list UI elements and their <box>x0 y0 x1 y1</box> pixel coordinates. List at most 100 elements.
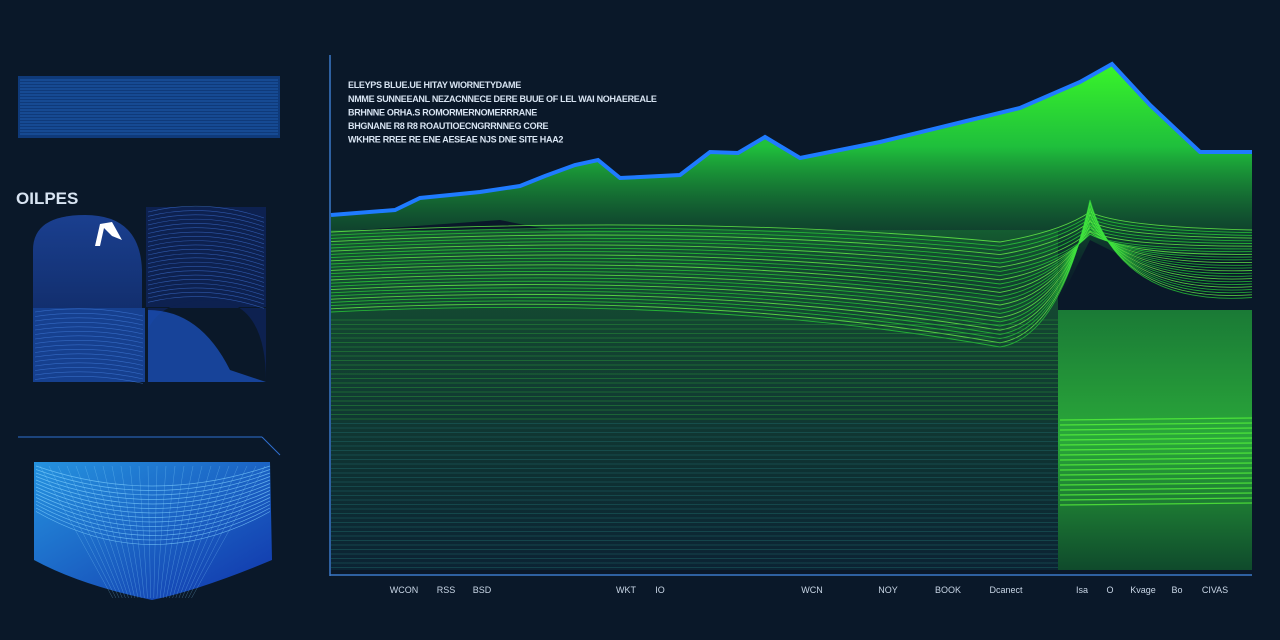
bowl-line <box>35 476 271 500</box>
wave-line <box>34 326 144 335</box>
stream-line <box>1059 492 1253 496</box>
stream-line <box>1059 427 1253 431</box>
wave-line <box>147 287 265 300</box>
wave-line <box>34 313 144 321</box>
area <box>331 64 1252 300</box>
wave-line <box>34 371 144 380</box>
stream-line <box>1059 487 1253 491</box>
bowl-line <box>129 465 145 599</box>
stream-line <box>1059 437 1253 441</box>
stream-line <box>330 229 1253 285</box>
bowl-line <box>166 465 194 599</box>
bowl-line <box>93 465 132 599</box>
stream-line <box>1059 477 1253 481</box>
x-labels: WCON RSS BSD WKT IO WCN NOY BOOK Dcanect Isa O Kvag… <box>390 585 1228 595</box>
bowl-line <box>159 465 176 599</box>
bowl-line <box>181 465 239 599</box>
x-label: RSS <box>437 585 456 595</box>
wave-lines <box>34 205 265 384</box>
bowl-line <box>35 493 271 523</box>
stream-line <box>1059 497 1253 501</box>
stream-line <box>330 214 1253 314</box>
wave-line <box>147 214 265 227</box>
stream-line <box>330 202 1253 340</box>
wave-line <box>34 344 144 353</box>
bowl-line <box>191 465 266 599</box>
wave-line <box>147 218 265 232</box>
sidebar-label: OILPES <box>16 189 78 208</box>
wave-line <box>147 253 265 266</box>
wave-line <box>147 236 265 249</box>
wave-line <box>34 308 144 317</box>
stream-line <box>330 231 1253 281</box>
stream-line <box>330 206 1253 331</box>
x-label: Isa <box>1076 585 1088 595</box>
wave-line <box>147 266 265 279</box>
wave-line <box>34 358 144 366</box>
x-label: BOOK <box>935 585 961 595</box>
stream-line <box>1059 457 1253 461</box>
stream-line <box>1059 482 1253 486</box>
wave-line <box>147 261 265 275</box>
bowl-line <box>48 465 117 599</box>
bowl-line <box>178 465 230 599</box>
x-label: WKT <box>616 585 636 595</box>
bowl-line <box>66 465 123 599</box>
stripe-panel <box>18 76 280 138</box>
x-label: O <box>1106 585 1113 595</box>
stream-line <box>1059 467 1253 471</box>
logo <box>95 222 122 246</box>
bowl-line <box>147 465 151 599</box>
bowl-line <box>120 465 142 599</box>
bowl-line <box>163 465 185 599</box>
bowl-line <box>35 490 271 518</box>
stream-line <box>330 224 1253 260</box>
wave-line <box>34 317 144 326</box>
wave-line <box>34 322 144 330</box>
bowl-line <box>188 465 257 599</box>
bowl-line <box>84 465 129 599</box>
bowl-line <box>169 465 203 599</box>
wave-line <box>34 340 144 348</box>
wave-line <box>147 240 265 253</box>
area-line <box>330 61 1252 217</box>
wave-line <box>147 274 265 288</box>
stream-line <box>330 216 1253 310</box>
wave-line <box>147 227 265 240</box>
stream-line <box>330 204 1253 335</box>
bowl-line <box>75 465 126 599</box>
panel-shape <box>148 300 266 382</box>
bowl-line <box>111 465 139 599</box>
stream-line <box>1059 417 1253 421</box>
x-label: CIVAS <box>1202 585 1228 595</box>
bowl-line <box>35 504 271 536</box>
stream-line <box>330 227 1253 264</box>
stream-line <box>330 218 1253 306</box>
stream-line <box>330 212 1253 319</box>
divider <box>261 436 281 456</box>
wave-line <box>147 296 265 309</box>
wave-line <box>34 376 144 384</box>
stream-line <box>330 233 1253 272</box>
x-label: WCON <box>390 585 419 595</box>
stream-lines <box>330 199 1253 568</box>
wave-line <box>147 279 265 292</box>
x-label: Kvage <box>1130 585 1156 595</box>
header-lines: NMME SUNNEEANL NEZACNNECE DERE BUUE OF L… <box>348 94 657 145</box>
bowl-line <box>185 465 248 599</box>
wave-line <box>147 257 265 270</box>
wireframe-lines <box>35 465 271 599</box>
stream-line <box>1059 462 1253 466</box>
wave-line <box>34 353 144 362</box>
stream-line <box>1059 472 1253 476</box>
stream-line <box>330 230 1253 268</box>
x-label: BSD <box>473 585 492 595</box>
wave-line <box>34 362 144 371</box>
bowl-line <box>175 465 221 599</box>
bowl-line <box>35 479 271 505</box>
stream-line <box>1059 452 1253 456</box>
header-line: BRHNNE ORHA.S ROMORMERNOMERRRANE <box>348 108 537 118</box>
header-line: BHGNANE R8 R8 ROAUTIOECNGRRNNEG CORE <box>348 121 549 131</box>
header-line: WKHRE RREE RE ENE AESEAE NJS DNE SITE HA… <box>348 135 563 145</box>
